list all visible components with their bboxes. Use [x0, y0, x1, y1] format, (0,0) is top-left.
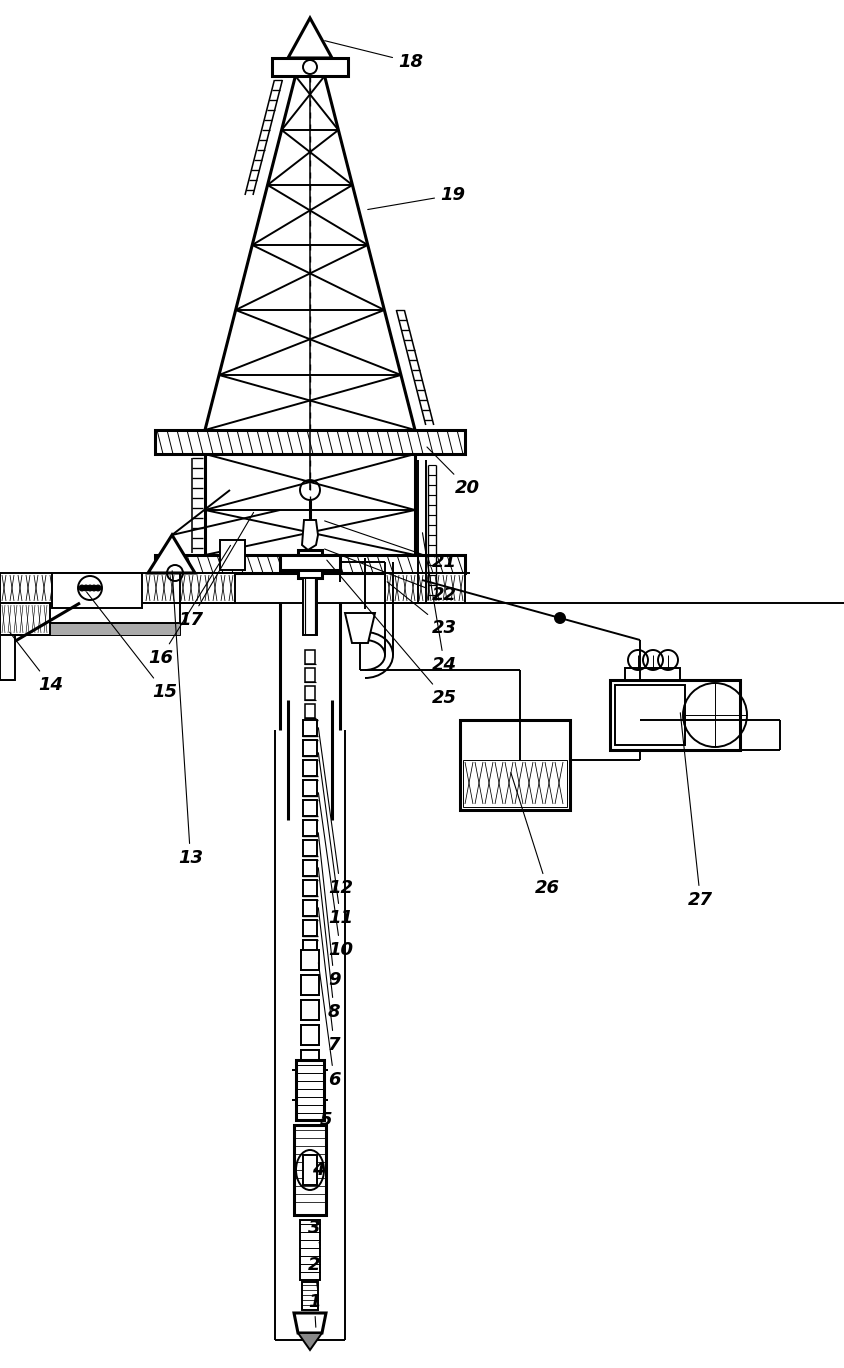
Bar	[610, 680, 740, 750]
Circle shape	[555, 613, 565, 622]
Bar	[301, 975, 319, 995]
Text: 7: 7	[318, 908, 340, 1053]
Bar	[305, 685, 315, 700]
Text: 9: 9	[318, 833, 340, 989]
Bar	[303, 840, 317, 856]
Bar	[305, 650, 315, 663]
Text: 1: 1	[308, 1293, 321, 1327]
Bar	[294, 1124, 326, 1215]
Bar	[303, 900, 317, 917]
Bar	[303, 800, 317, 815]
Bar	[463, 761, 567, 807]
Text: 4: 4	[312, 1161, 324, 1179]
Text: 6: 6	[318, 963, 340, 1089]
Polygon shape	[345, 613, 375, 643]
Text: 13: 13	[172, 570, 203, 867]
Text: 19: 19	[368, 186, 465, 209]
Text: 2: 2	[308, 1256, 321, 1289]
Bar	[301, 1025, 319, 1045]
Bar	[303, 780, 317, 796]
Text: 16: 16	[148, 546, 230, 668]
Bar	[460, 720, 570, 810]
Bar	[303, 860, 317, 876]
Polygon shape	[302, 520, 318, 550]
Text: 17: 17	[178, 513, 253, 629]
Bar	[303, 940, 317, 956]
Text: 8: 8	[318, 867, 340, 1021]
Bar	[303, 880, 317, 896]
Bar	[298, 550, 322, 579]
Text: 22: 22	[325, 549, 457, 605]
Bar	[155, 430, 465, 454]
Bar	[302, 1282, 318, 1311]
Bar	[280, 555, 340, 570]
Bar	[155, 555, 465, 573]
Bar	[0, 622, 180, 635]
Bar	[303, 720, 317, 736]
Polygon shape	[288, 18, 332, 57]
Bar	[0, 573, 180, 603]
Bar	[303, 819, 317, 836]
Text: 5: 5	[320, 1083, 333, 1129]
Bar	[305, 705, 315, 718]
Text: 26: 26	[511, 773, 560, 897]
Text: 14: 14	[9, 632, 63, 694]
Bar	[303, 579, 317, 635]
Text: 3: 3	[308, 1219, 321, 1245]
Bar	[0, 603, 180, 622]
Bar	[0, 603, 50, 635]
Bar	[220, 540, 245, 570]
Text: 21: 21	[325, 521, 457, 570]
Text: 25: 25	[327, 560, 457, 707]
Circle shape	[79, 586, 85, 591]
Text: 10: 10	[318, 792, 353, 959]
Text: 27: 27	[680, 713, 713, 908]
Circle shape	[83, 586, 89, 591]
Bar	[272, 57, 348, 77]
Polygon shape	[294, 1313, 326, 1332]
Bar	[625, 668, 680, 680]
Bar	[303, 1155, 317, 1185]
Bar	[305, 668, 315, 683]
Text: 18: 18	[325, 41, 423, 71]
Bar	[0, 635, 15, 680]
Bar	[300, 1220, 320, 1280]
Bar	[155, 573, 235, 603]
Bar	[615, 685, 685, 746]
Text: 15: 15	[87, 592, 177, 700]
Bar	[296, 1060, 324, 1120]
Circle shape	[87, 586, 93, 591]
Text: 20: 20	[427, 447, 480, 497]
Bar	[303, 740, 317, 757]
Text: 23: 23	[387, 581, 457, 637]
Bar	[301, 1000, 319, 1021]
Polygon shape	[148, 535, 195, 573]
Circle shape	[91, 586, 97, 591]
Circle shape	[95, 586, 101, 591]
Bar	[52, 573, 142, 607]
Text: 24: 24	[423, 532, 457, 674]
Polygon shape	[298, 1332, 322, 1350]
Bar	[303, 761, 317, 776]
Bar	[301, 1051, 319, 1070]
Bar	[385, 573, 465, 603]
Text: 11: 11	[318, 752, 353, 928]
Bar	[301, 949, 319, 970]
Bar	[303, 921, 317, 936]
Text: 12: 12	[318, 728, 353, 897]
